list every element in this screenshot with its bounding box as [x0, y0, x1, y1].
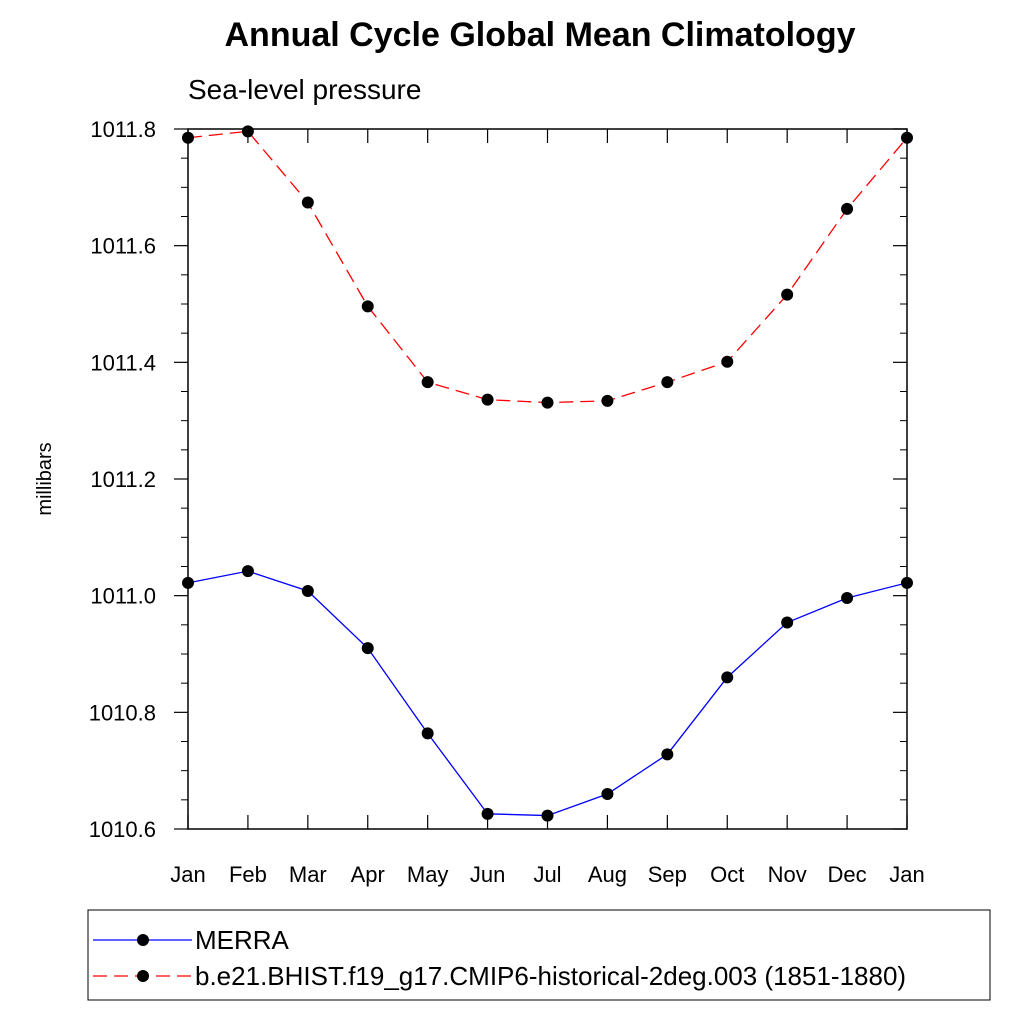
- data-point: [601, 788, 614, 800]
- legend-marker-1: [137, 970, 149, 982]
- data-point: [721, 355, 734, 368]
- data-point: [241, 125, 254, 138]
- axis-ticks: [174, 128, 908, 830]
- x-tick-label: Apr: [351, 862, 385, 887]
- series-line-0: [187, 570, 908, 817]
- series-line-1: [187, 130, 908, 404]
- y-tick-label: 1010.6: [89, 817, 156, 842]
- data-point: [601, 394, 614, 407]
- x-tick-label: Oct: [710, 862, 744, 887]
- axis-tick-labels: Jan Feb Mar Apr May Jun Jul Aug Sep Oct Nov Dec Jan 1…: [89, 117, 925, 887]
- x-tick-label: Feb: [229, 862, 267, 887]
- data-point: [182, 131, 194, 144]
- data-point: [661, 748, 674, 761]
- plot-frame: [187, 128, 908, 830]
- data-point: [361, 300, 374, 313]
- y-tick-label: 1011.8: [90, 117, 156, 142]
- x-tick-label: Jun: [470, 862, 505, 887]
- y-tick-label: 1011.4: [90, 350, 156, 375]
- chart-title: Annual Cycle Global Mean Climatology: [225, 16, 856, 54]
- data-point: [481, 807, 494, 820]
- x-tick-label: May: [407, 862, 449, 887]
- legend-box: [87, 909, 991, 1001]
- data-point: [541, 396, 554, 409]
- series-points: [182, 125, 913, 822]
- data-point: [301, 585, 314, 597]
- data-point: [781, 288, 794, 301]
- data-point: [841, 592, 854, 604]
- x-tick-label: Jan: [889, 862, 924, 887]
- x-tick-label: Nov: [768, 862, 807, 887]
- legend-label-0: MERRA: [195, 925, 290, 955]
- data-point: [182, 576, 194, 589]
- x-tick-label: Aug: [588, 862, 627, 887]
- series-lines: [187, 130, 908, 817]
- data-point: [841, 202, 854, 215]
- x-tick-label: Jul: [533, 862, 561, 887]
- y-tick-label: 1011.2: [90, 467, 156, 492]
- data-point: [421, 727, 434, 740]
- legend-marker-0: [137, 934, 149, 946]
- x-tick-label: Mar: [289, 862, 327, 887]
- data-point: [241, 565, 254, 578]
- data-point: [421, 376, 434, 389]
- data-point: [541, 809, 554, 822]
- y-axis-label: millibars: [34, 442, 56, 515]
- data-point: [661, 376, 674, 389]
- data-point: [301, 196, 314, 209]
- legend-label-1: b.e21.BHIST.f19_g17.CMIP6-historical-2de…: [195, 961, 906, 991]
- data-point: [901, 131, 913, 144]
- y-tick-label: 1011.0: [90, 584, 156, 609]
- y-tick-label: 1011.6: [90, 234, 156, 259]
- x-tick-label: Dec: [828, 862, 867, 887]
- data-point: [361, 642, 374, 655]
- data-point: [721, 671, 734, 684]
- chart-subtitle: Sea-level pressure: [188, 74, 421, 105]
- data-point: [901, 576, 913, 589]
- data-point: [481, 393, 494, 406]
- y-tick-label: 1010.8: [89, 700, 156, 725]
- legend: MERRA b.e21.BHIST.f19_g17.CMIP6-historica…: [93, 925, 906, 991]
- x-tick-label: Sep: [648, 862, 687, 887]
- x-tick-label: Jan: [170, 862, 205, 887]
- data-point: [781, 616, 794, 629]
